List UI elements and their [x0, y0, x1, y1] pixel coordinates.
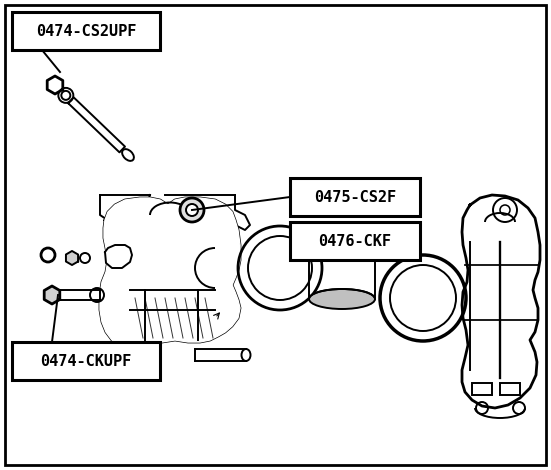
Ellipse shape — [309, 289, 375, 309]
Polygon shape — [44, 286, 60, 304]
Bar — [500, 383, 520, 395]
Bar — [12, 342, 160, 380]
Circle shape — [186, 204, 198, 216]
Polygon shape — [68, 97, 125, 152]
Polygon shape — [60, 290, 100, 300]
Bar — [472, 383, 492, 395]
Polygon shape — [100, 198, 240, 348]
Text: 0475-CS2F: 0475-CS2F — [314, 189, 396, 204]
Text: 0476-CKF: 0476-CKF — [318, 234, 392, 249]
Polygon shape — [66, 251, 78, 265]
Bar — [290, 178, 420, 216]
Ellipse shape — [309, 227, 375, 247]
Text: 0474-CS2UPF: 0474-CS2UPF — [36, 24, 136, 39]
Ellipse shape — [241, 349, 251, 361]
Bar — [290, 222, 420, 260]
Polygon shape — [105, 245, 132, 268]
Polygon shape — [195, 349, 246, 361]
Circle shape — [180, 198, 204, 222]
Bar — [12, 12, 160, 50]
Text: 0474-CKUPF: 0474-CKUPF — [40, 353, 132, 368]
Polygon shape — [462, 195, 540, 408]
Ellipse shape — [122, 149, 134, 161]
